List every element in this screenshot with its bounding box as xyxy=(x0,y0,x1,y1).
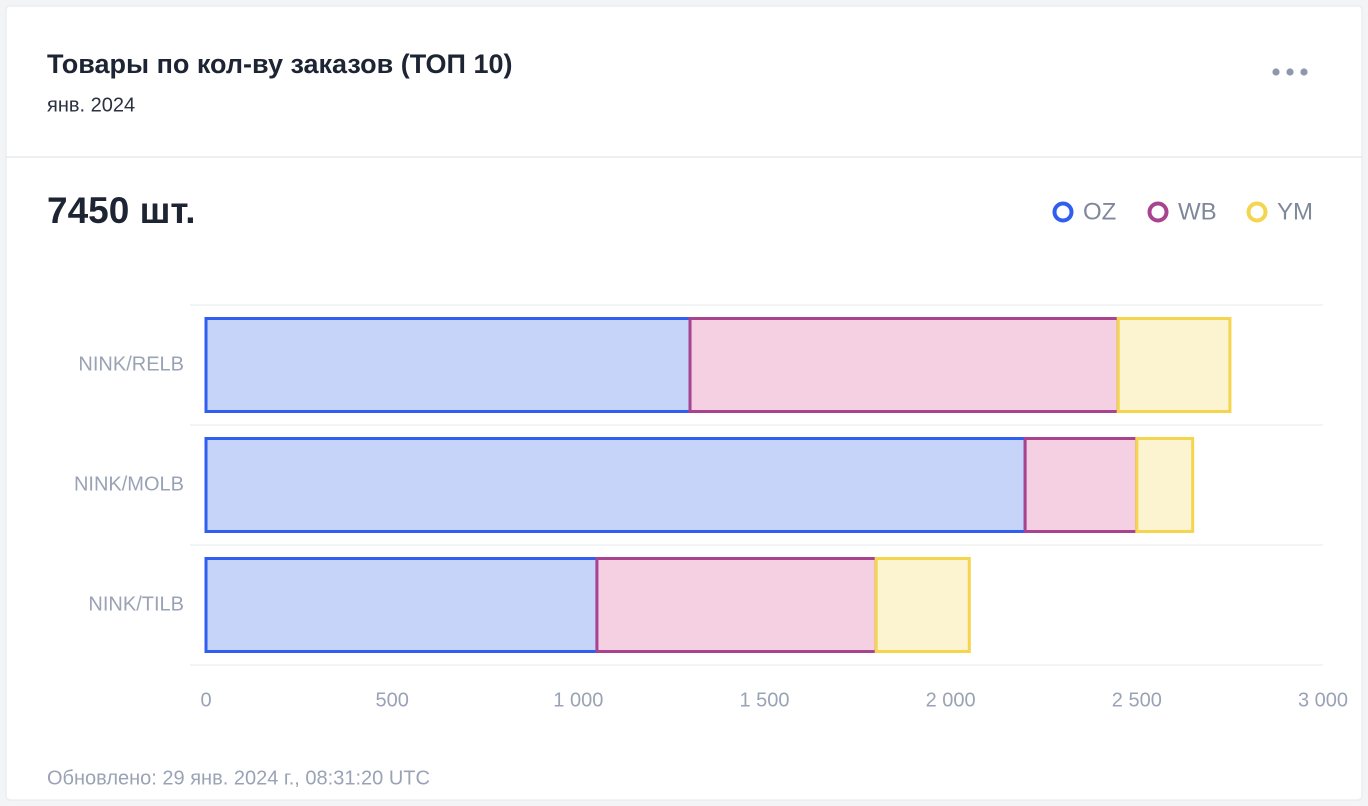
x-tick-label: 1 000 xyxy=(553,689,603,711)
x-tick-label: 500 xyxy=(375,689,408,711)
bar-segment xyxy=(204,317,692,413)
legend-label: WB xyxy=(1178,198,1217,225)
bar-segment xyxy=(1023,437,1139,533)
x-tick-label: 2 500 xyxy=(1112,689,1162,711)
total: 7450 шт. xyxy=(47,190,196,231)
bar-segment xyxy=(204,557,599,653)
legend-marker xyxy=(1246,201,1268,223)
menu-button[interactable] xyxy=(1272,68,1308,76)
bar-segment xyxy=(1116,317,1232,413)
bar-segment xyxy=(1135,437,1195,533)
menu-dot xyxy=(1286,68,1294,76)
updated-note: Обновлено: 29 янв. 2024 г., 08:31:20 UTC xyxy=(47,767,430,789)
legend-marker xyxy=(1052,201,1074,223)
y-tick-label: NINK/RELB xyxy=(78,353,184,375)
menu-dot xyxy=(1272,68,1280,76)
x-tick-label: 3 000 xyxy=(1298,689,1348,711)
y-tick-label: NINK/TILB xyxy=(88,593,184,615)
card-title: Товары по кол-ву заказов (ТОП 10) xyxy=(47,49,513,79)
x-tick-label: 1 500 xyxy=(739,689,789,711)
y-tick-label: NINK/MOLB xyxy=(74,473,184,495)
legend-marker xyxy=(1147,201,1169,223)
x-tick-label: 0 xyxy=(200,689,211,711)
menu-dot xyxy=(1300,68,1308,76)
bar-segment xyxy=(688,317,1120,413)
legend-label: OZ xyxy=(1083,198,1116,225)
bar-segment xyxy=(595,557,878,653)
legend-label: YM xyxy=(1277,198,1313,225)
x-tick-label: 2 000 xyxy=(926,689,976,711)
bar-segment xyxy=(874,557,971,653)
card-subtitle: янв. 2024 xyxy=(47,94,135,116)
bar-segment xyxy=(204,437,1027,533)
